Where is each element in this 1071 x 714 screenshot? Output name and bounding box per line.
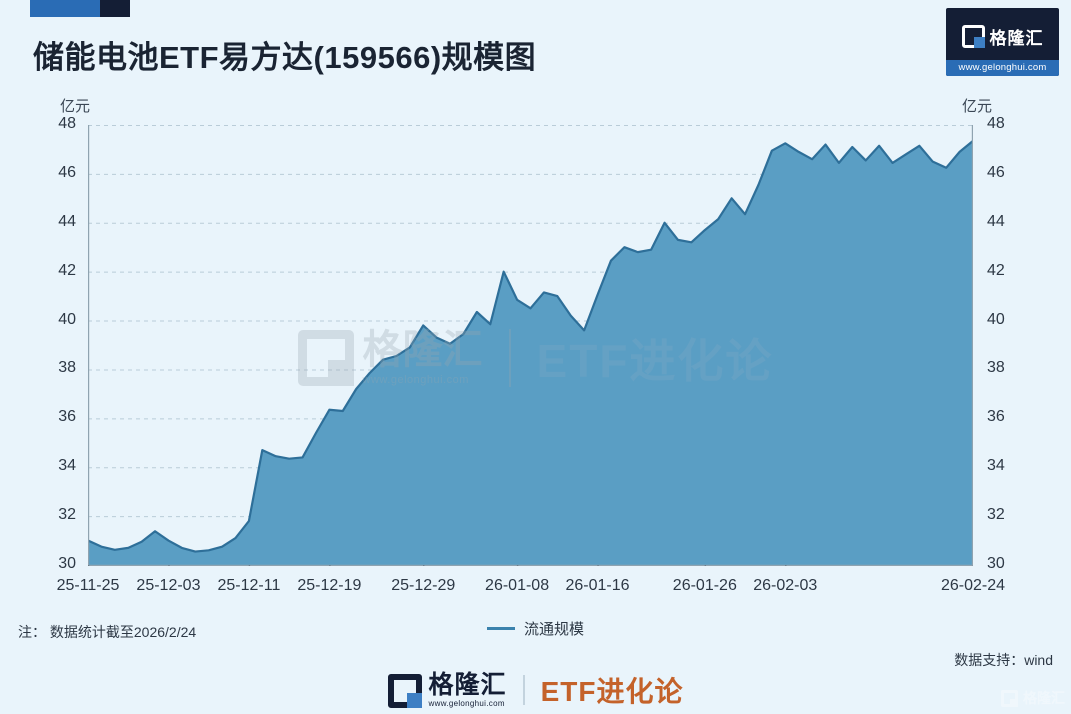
- accent-bar-segment-blue: [30, 0, 100, 17]
- y-axis-tick-label-left: 44: [58, 212, 76, 230]
- x-axis-tick-label: 25-12-03: [136, 577, 201, 594]
- brand-name: 格隆汇: [989, 28, 1044, 48]
- y-axis-tick-label-left: 42: [58, 261, 76, 279]
- x-axis-tick-label: 25-12-11: [217, 577, 281, 594]
- x-axis-tick-label: 26-02-24: [940, 577, 1006, 594]
- x-axis-tick-label: 25-12-29: [391, 577, 456, 594]
- x-axis-tick-label: 25-12-19: [297, 577, 362, 594]
- x-axis-tick-label: 26-01-08: [485, 577, 550, 594]
- y-axis-tick-label-right: 38: [987, 359, 1005, 377]
- footer-brand-name: 格隆汇: [428, 671, 507, 700]
- accent-bar: [30, 0, 130, 17]
- brand-url: www.gelonghui.com: [946, 60, 1059, 76]
- footer-brand-url: www.gelonghui.com: [428, 698, 505, 708]
- y-axis-tick-label-right: 36: [987, 408, 1005, 426]
- y-axis-tick-label-left: 32: [58, 506, 76, 524]
- y-axis-tick-label-right: 42: [987, 261, 1005, 279]
- page-title: 储能电池ETF易方达(159566)规模图: [33, 40, 537, 75]
- gelonghui-g-corner-icon: [1001, 689, 1018, 707]
- footnote: 注： 数据统计截至2026/2/24: [18, 624, 197, 640]
- gelonghui-g-footer-icon: [387, 673, 422, 708]
- corner-watermark: 格隆汇: [1001, 688, 1065, 708]
- footer-brand: 格隆汇 www.gelonghui.com ETF进化论: [0, 666, 1071, 714]
- y-axis-tick-label-left: 36: [58, 408, 76, 426]
- area-fill: [88, 140, 973, 565]
- legend-swatch-liutong: [486, 627, 515, 630]
- footer-brand-logo: 格隆汇 www.gelonghui.com: [387, 671, 507, 708]
- chart-area: 亿元 亿元 30 30 32 32 34 34 36 36 38 38 40 40 42 42 44 44 46…: [0, 95, 1071, 595]
- y-axis-tick-label-left: 38: [58, 359, 76, 377]
- y-axis-tick-label-left: 40: [58, 310, 76, 328]
- x-axis-tick-label: 26-01-26: [672, 577, 737, 594]
- y-axis-tick-label-left: 30: [58, 555, 76, 572]
- legend-label-liutong: 流通规模: [523, 621, 584, 638]
- area-line: [88, 140, 973, 553]
- x-axis-tick-label: 26-01-16: [565, 577, 630, 594]
- x-axis-tick-label: 26-02-03: [753, 577, 818, 594]
- area-chart-svg: [88, 125, 973, 566]
- y-axis-unit-right: 亿元: [962, 98, 993, 115]
- data-source: 数据支持：wind: [954, 652, 1053, 668]
- chart-legend: 流通规模: [0, 618, 1071, 639]
- brand-logo-row: 格隆汇: [961, 8, 1044, 60]
- y-axis-tick-label-right: 32: [987, 506, 1005, 524]
- accent-bar-segment-navy: [100, 0, 130, 17]
- y-axis-tick-label-right: 40: [987, 310, 1005, 328]
- y-axis-tick-label-left: 34: [58, 457, 76, 475]
- y-axis-tick-label-right: 48: [987, 115, 1005, 132]
- x-axis-tick-label: 25-11-25: [56, 577, 120, 594]
- y-axis-tick-label-left: 46: [58, 163, 76, 181]
- y-axis-tick-label-right: 46: [987, 163, 1005, 181]
- y-axis-tick-label-left: 48: [58, 115, 76, 132]
- footer-tagline: ETF进化论: [540, 676, 684, 707]
- brand-logo: 格隆汇 www.gelonghui.com: [946, 8, 1059, 76]
- plot-canvas: [88, 125, 973, 566]
- gelonghui-g-logo-icon: [961, 24, 985, 48]
- y-axis-tick-label-right: 34: [987, 457, 1005, 475]
- corner-watermark-name: 格隆汇: [1023, 690, 1065, 706]
- y-axis-tick-label-right: 44: [987, 212, 1005, 230]
- footer-brand-divider: [522, 675, 525, 705]
- y-axis-unit-left: 亿元: [60, 98, 91, 115]
- y-axis-tick-label-right: 30: [987, 555, 1005, 572]
